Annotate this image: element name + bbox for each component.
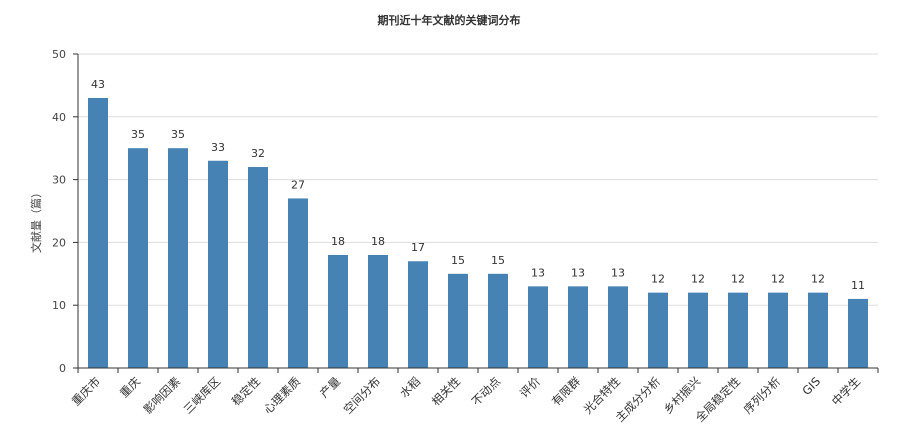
- data-label: 13: [611, 266, 625, 279]
- y-tick-label: 30: [52, 174, 66, 187]
- x-tick-label: 重庆市: [69, 374, 103, 408]
- bar[interactable]: [528, 286, 548, 368]
- bar[interactable]: [328, 254, 348, 368]
- x-tick-label: 中学生: [829, 374, 863, 408]
- y-tick-label: 10: [52, 299, 66, 312]
- x-tick-label: 有限群: [549, 374, 584, 409]
- bar[interactable]: [648, 292, 668, 368]
- bar[interactable]: [368, 254, 388, 368]
- data-label: 17: [411, 241, 425, 254]
- data-label: 18: [371, 235, 385, 248]
- x-tick-label: 相关性: [429, 374, 463, 408]
- x-tick-label: 空间分布: [341, 374, 383, 416]
- bar[interactable]: [688, 292, 708, 368]
- bar[interactable]: [288, 198, 308, 368]
- x-tick-label: GIS: [799, 374, 823, 398]
- y-tick-label: 0: [59, 362, 66, 375]
- data-labels: 43 35 35 33 32 27 18 18 17 15 15 13 13 13 12 12 12 12 12 11: [91, 78, 865, 292]
- data-label: 12: [731, 273, 745, 286]
- data-label: 27: [291, 178, 305, 191]
- y-tick-labels: 0 10 20 30 40 50: [52, 48, 66, 375]
- x-tick-label: 产量: [317, 374, 343, 400]
- bar[interactable]: [88, 97, 108, 369]
- bar[interactable]: [208, 160, 228, 368]
- data-label: 35: [171, 128, 185, 141]
- bar[interactable]: [808, 292, 828, 368]
- bars: [88, 97, 868, 369]
- bar[interactable]: [768, 292, 788, 368]
- data-label: 18: [331, 235, 345, 248]
- x-tick-label: 三峡库区: [181, 374, 223, 416]
- bar[interactable]: [168, 148, 188, 368]
- y-axis-label: 文献量（篇）: [29, 187, 43, 253]
- x-tick-label: 水稻: [397, 374, 423, 400]
- bar[interactable]: [488, 273, 508, 368]
- y-tick-label: 50: [52, 48, 66, 61]
- data-label: 32: [251, 147, 265, 160]
- bar[interactable]: [568, 286, 588, 368]
- bar[interactable]: [848, 298, 868, 368]
- data-label: 15: [451, 254, 465, 267]
- x-tick-label: 序列分析: [741, 374, 783, 416]
- data-label: 12: [811, 273, 825, 286]
- x-tick-label: 重庆: [117, 374, 144, 401]
- data-label: 13: [531, 266, 545, 279]
- bar[interactable]: [448, 273, 468, 368]
- data-label: 15: [491, 254, 505, 267]
- data-label: 43: [91, 78, 105, 91]
- x-tick-label: 心理素质: [261, 374, 303, 416]
- x-tick-label: 影响因素: [141, 374, 183, 416]
- y-tick-label: 20: [52, 236, 66, 249]
- axes: [73, 53, 879, 373]
- data-label: 33: [211, 141, 225, 154]
- bar[interactable]: [128, 148, 148, 368]
- data-label: 12: [691, 273, 705, 286]
- y-tick-label: 40: [52, 111, 66, 124]
- x-tick-label: 稳定性: [229, 374, 263, 408]
- data-label: 12: [771, 273, 785, 286]
- bar[interactable]: [248, 167, 268, 368]
- grid-lines: [78, 53, 878, 306]
- data-label: 35: [131, 128, 145, 141]
- x-tick-label: 不动点: [469, 374, 503, 408]
- data-label: 13: [571, 266, 585, 279]
- data-label: 11: [851, 279, 865, 292]
- data-label: 12: [651, 273, 665, 286]
- bar[interactable]: [408, 261, 428, 368]
- bar[interactable]: [728, 292, 748, 368]
- chart-title: 期刊近十年文献的关键词分布: [378, 13, 521, 27]
- bar[interactable]: [608, 286, 628, 368]
- x-tick-label: 评价: [517, 374, 544, 401]
